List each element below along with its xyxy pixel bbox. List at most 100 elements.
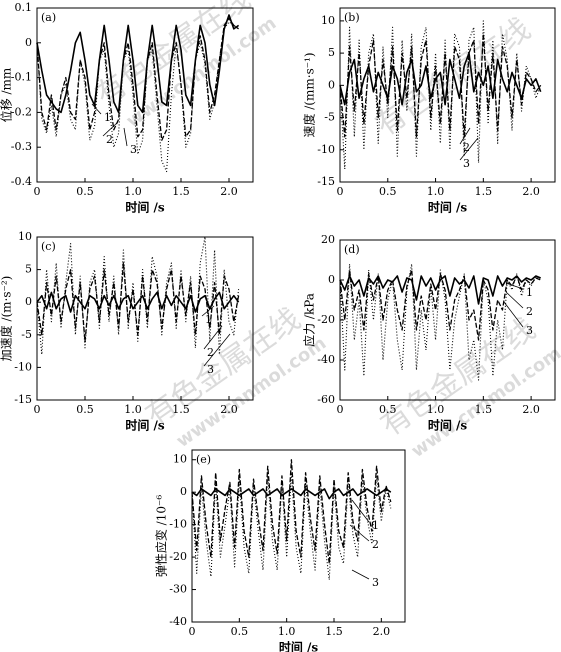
chart-panel: 0 0.5 1.0 1.5 2.0 -0.4 -0.3 -0.2 -0.1 0 0.1 时间 /s 位移… bbox=[0, 1, 254, 215]
x-tick-label: 0 bbox=[34, 403, 41, 416]
x-tick-label: 2.0 bbox=[220, 185, 238, 198]
series-line bbox=[36, 21, 239, 173]
y-axis-label: 应力 /kPa bbox=[302, 293, 317, 347]
annotation-leader bbox=[351, 499, 370, 523]
watermark: 有色金属在线 www.cnnmol.com bbox=[89, 0, 280, 132]
annotation: 1 bbox=[104, 111, 111, 124]
annotation-leader bbox=[351, 569, 370, 580]
y-tick-label: 5 bbox=[25, 263, 32, 276]
y-tick-label: 0 bbox=[25, 295, 32, 308]
series-line bbox=[36, 236, 240, 355]
annotation-leader bbox=[203, 333, 231, 367]
annotation: 2 bbox=[526, 305, 533, 318]
series-line bbox=[36, 17, 239, 141]
x-tick-label: 1.0 bbox=[427, 403, 445, 416]
chart-panel: 0 0.5 1.0 1.5 2.0 -15 -10 -5 0 5 10 时间 /s 加速度 /(m·s⁻… bbox=[0, 230, 254, 433]
y-tick-label: 0 bbox=[328, 273, 335, 286]
annotation: 3 bbox=[130, 143, 137, 156]
x-tick-label: 2.0 bbox=[373, 625, 391, 638]
y-tick-label: -15 bbox=[14, 393, 32, 406]
y-tick-label: -0.4 bbox=[11, 175, 32, 188]
y-tick-label: -15 bbox=[317, 175, 335, 188]
y-tick-label: -0.3 bbox=[11, 140, 32, 153]
annotation: 1 bbox=[526, 286, 533, 299]
x-tick-label: 0.5 bbox=[231, 625, 249, 638]
annotation: 3 bbox=[463, 157, 470, 170]
panel-label: (d) bbox=[344, 243, 360, 256]
annotation-leader bbox=[459, 127, 471, 145]
panel-label: (c) bbox=[41, 240, 56, 253]
annotation-leader bbox=[503, 301, 524, 328]
series-line bbox=[191, 488, 392, 500]
annotation-leader bbox=[349, 524, 370, 542]
y-tick-label: -10 bbox=[317, 143, 335, 156]
plot-frame bbox=[36, 236, 254, 401]
x-tick-label: 0 bbox=[189, 625, 196, 638]
y-tick-label: 20 bbox=[321, 233, 335, 246]
y-axis-label: 加速度 /(m·s⁻²) bbox=[0, 276, 14, 362]
series-line bbox=[339, 269, 541, 341]
y-tick-label: -40 bbox=[317, 353, 335, 366]
panel-label: (a) bbox=[41, 11, 56, 24]
y-tick-label: 0 bbox=[25, 36, 32, 49]
annotation-leader bbox=[505, 282, 524, 290]
y-tick-label: 10 bbox=[321, 14, 335, 27]
annotation: 2 bbox=[372, 538, 379, 551]
annotation-leader bbox=[201, 305, 215, 317]
y-tick-label: 0 bbox=[180, 485, 187, 498]
y-tick-label: 10 bbox=[18, 230, 32, 243]
annotation: 3 bbox=[526, 324, 533, 337]
x-tick-label: 1.0 bbox=[427, 185, 445, 198]
y-tick-label: -0.1 bbox=[11, 71, 32, 84]
panel-label: (e) bbox=[196, 453, 211, 466]
x-axis-label: 时间 /s bbox=[428, 418, 468, 433]
x-tick-label: 2.0 bbox=[522, 403, 540, 416]
plot-frame bbox=[36, 7, 254, 183]
x-tick-label: 0 bbox=[337, 403, 344, 416]
annotation: 2 bbox=[463, 141, 470, 154]
y-tick-label: -0.2 bbox=[11, 105, 32, 118]
y-tick-label: -5 bbox=[21, 328, 32, 341]
y-tick-label: 0.1 bbox=[15, 1, 33, 14]
chart-panel: 0 0.5 1.0 1.5 2.0 -40 -30 -20 -10 0 10 时间 /s 弹性应变 /1… bbox=[154, 449, 406, 652]
y-tick-label: -10 bbox=[169, 518, 187, 531]
y-axis-label: 弹性应变 /10⁻⁶ bbox=[154, 495, 169, 577]
y-axis-label: 位移 /mm bbox=[0, 67, 14, 122]
annotation: 1 bbox=[372, 519, 379, 532]
x-tick-label: 1.5 bbox=[172, 185, 190, 198]
x-tick-label: 2.0 bbox=[522, 185, 540, 198]
annotation: 2 bbox=[207, 346, 214, 359]
series-line bbox=[339, 20, 542, 170]
annotation-leader bbox=[505, 291, 524, 309]
chart-panel: 0 0.5 1.0 1.5 2.0 -15 -10 -5 0 5 10 时间 /s 速度 /(mm·s⁻… bbox=[302, 7, 556, 215]
annotation-leader bbox=[459, 137, 479, 161]
x-tick-label: 0.5 bbox=[76, 185, 94, 198]
series-line bbox=[36, 291, 240, 313]
x-tick-label: 1.5 bbox=[172, 403, 190, 416]
x-tick-label: 0.5 bbox=[379, 403, 397, 416]
y-tick-label: -5 bbox=[324, 111, 335, 124]
series-line bbox=[339, 263, 542, 381]
panel-label: (b) bbox=[344, 11, 360, 24]
series-line bbox=[339, 275, 541, 305]
y-tick-label: -60 bbox=[317, 393, 335, 406]
x-tick-label: 2.0 bbox=[220, 403, 238, 416]
y-axis-label: 速度 /(mm·s⁻¹) bbox=[302, 52, 317, 137]
series-line bbox=[36, 14, 240, 114]
x-tick-label: 1.0 bbox=[124, 185, 142, 198]
y-tick-label: 10 bbox=[173, 453, 187, 466]
y-tick-label: -20 bbox=[169, 550, 187, 563]
chart-panel: 0 0.5 1.0 1.5 2.0 -60 -40 -20 0 20 时间 /s 应力 /kPa (d)… bbox=[302, 233, 556, 433]
x-tick-label: 1.0 bbox=[124, 403, 142, 416]
y-tick-label: 5 bbox=[328, 46, 335, 59]
series-line bbox=[191, 472, 392, 581]
plot-frame bbox=[339, 7, 556, 183]
x-tick-label: 1.5 bbox=[325, 625, 343, 638]
annotation-leader bbox=[102, 121, 119, 137]
y-tick-label: -10 bbox=[14, 360, 32, 373]
annotation: 2 bbox=[106, 133, 113, 146]
series-line bbox=[339, 33, 542, 138]
plot-frame bbox=[191, 449, 406, 623]
y-tick-label: 0 bbox=[328, 78, 335, 91]
